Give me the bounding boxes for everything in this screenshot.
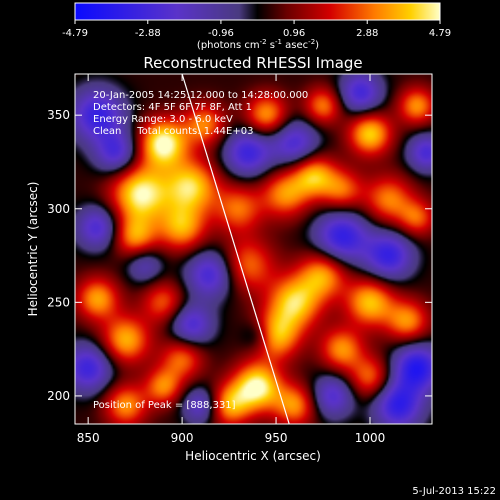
- info-line-2: Energy Range: 3.0 - 6.0 keV: [93, 114, 233, 125]
- info-line-0: 20-Jan-2005 14:25:12.000 to 14:28:00.000: [93, 90, 308, 101]
- y-tick-label-2: 300: [47, 202, 70, 216]
- peak-position-text: Position of Peak = [888,331]: [93, 400, 236, 411]
- colorbar-gradient: [74, 2, 441, 21]
- x-axis-label: Heliocentric X (arcsec): [185, 449, 321, 463]
- x-tick-label-3: 1000: [355, 431, 386, 445]
- x-tick-label-0: 850: [77, 431, 100, 445]
- colorbar-tick-label-3: 0.96: [283, 28, 305, 39]
- colorbar: -4.79 -2.88 -0.96 0.96 2.88 4.79 (photons cm-…: [62, 2, 451, 51]
- colorbar-label: (photons cm-2 s-1 asec-2): [197, 38, 319, 51]
- x-tick-label-2: 950: [265, 431, 288, 445]
- colorbar-tick-label-5: 4.79: [429, 28, 451, 39]
- plot-frame: [74, 73, 433, 425]
- heatmap-image: [75, 74, 432, 424]
- chart-title: Reconstructed RHESSI Image: [143, 54, 362, 72]
- colorbar-tick-label-0: -4.79: [62, 28, 88, 39]
- plot-area: [75, 74, 432, 424]
- y-tick-label-1: 250: [47, 295, 70, 309]
- y-tick-label-3: 350: [47, 108, 70, 122]
- x-tick-label-1: 900: [171, 431, 194, 445]
- colorbar-tick-label-4: 2.88: [356, 28, 378, 39]
- solar-limb-line: [181, 74, 290, 424]
- colorbar-tick-label-2: -0.96: [208, 28, 234, 39]
- info-line-3: Clean Total counts: 1.44E+03: [93, 126, 253, 137]
- info-block: 20-Jan-2005 14:25:12.000 to 14:28:00.000…: [93, 90, 308, 137]
- x-axis-ticks: 850 900 950 1000: [77, 74, 386, 445]
- colorbar-tick-label-1: -2.88: [135, 28, 161, 39]
- y-axis-label: Heliocentric Y (arcsec): [26, 182, 40, 317]
- colorbar-ticks: -4.79 -2.88 -0.96 0.96 2.88 4.79: [62, 20, 451, 39]
- plot-timestamp: 5-Jul-2013 15:22: [412, 486, 496, 497]
- y-axis-ticks: 200 250 300 350: [47, 108, 432, 403]
- info-line-1: Detectors: 4F 5F 6F 7F 8F, Att 1: [93, 102, 252, 113]
- y-tick-label-0: 200: [47, 389, 70, 403]
